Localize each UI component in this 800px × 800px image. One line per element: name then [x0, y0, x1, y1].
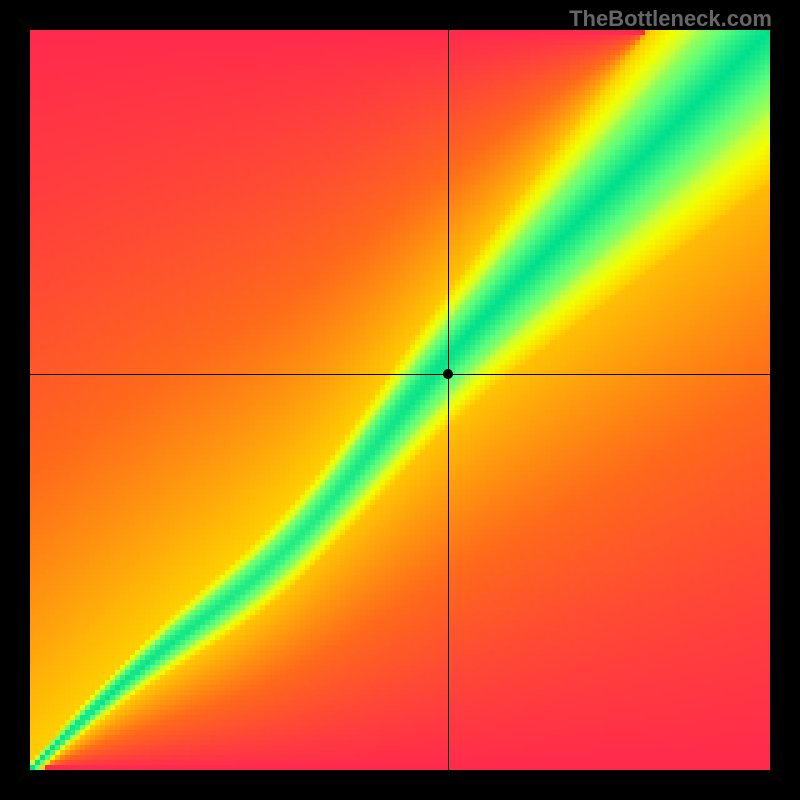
crosshair-vertical	[448, 30, 449, 770]
watermark-text: TheBottleneck.com	[569, 6, 772, 32]
chart-container: TheBottleneck.com	[0, 0, 800, 800]
crosshair-horizontal	[30, 374, 770, 375]
bottleneck-heatmap	[30, 30, 770, 770]
